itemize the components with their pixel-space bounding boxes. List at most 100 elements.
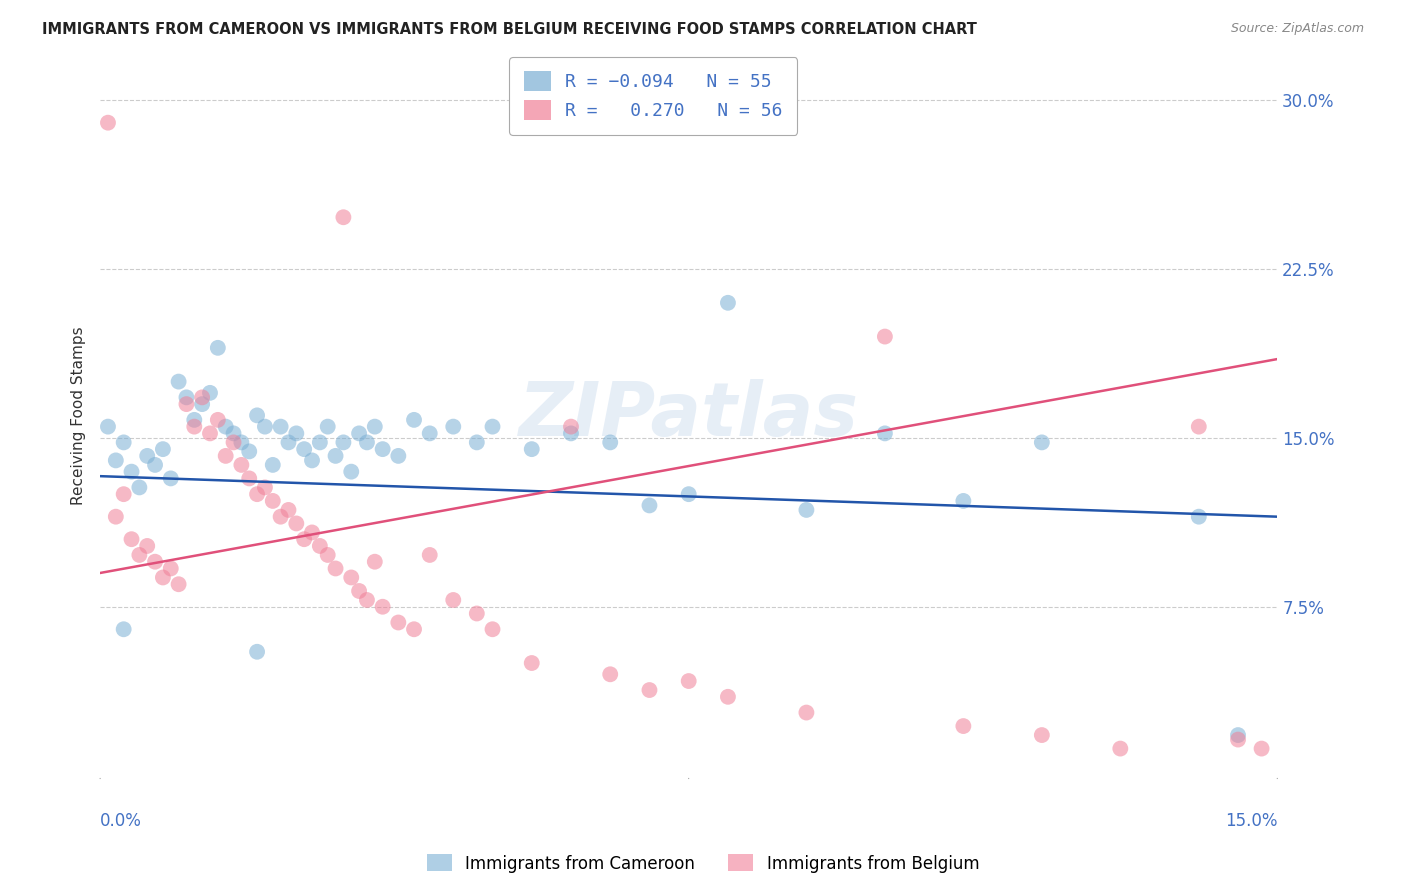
Point	[481, 419, 503, 434]
Point	[796, 706, 818, 720]
Point	[152, 442, 174, 457]
Point	[873, 329, 896, 343]
Point	[1227, 728, 1250, 742]
Point	[1031, 728, 1053, 742]
Point	[952, 494, 974, 508]
Point	[222, 426, 245, 441]
Point	[301, 453, 323, 467]
Point	[952, 719, 974, 733]
Point	[560, 419, 582, 434]
Point	[270, 419, 292, 434]
Point	[520, 656, 543, 670]
Point	[231, 435, 253, 450]
Point	[104, 453, 127, 467]
Point	[198, 385, 221, 400]
Point	[292, 442, 315, 457]
Point	[356, 593, 378, 607]
Point	[238, 444, 260, 458]
Point	[364, 555, 387, 569]
Point	[1109, 741, 1132, 756]
Point	[143, 555, 166, 569]
Point	[253, 480, 276, 494]
Point	[308, 539, 330, 553]
Point	[207, 341, 229, 355]
Point	[231, 458, 253, 472]
Point	[97, 116, 120, 130]
Point	[520, 442, 543, 457]
Point	[347, 584, 370, 599]
Point	[1250, 741, 1272, 756]
Y-axis label: Receiving Food Stamps: Receiving Food Stamps	[72, 326, 86, 505]
Point	[402, 622, 425, 636]
Point	[159, 561, 181, 575]
Point	[441, 419, 464, 434]
Point	[371, 599, 394, 614]
Point	[104, 509, 127, 524]
Point	[796, 503, 818, 517]
Point	[340, 465, 363, 479]
Point	[332, 435, 354, 450]
Point	[176, 390, 198, 404]
Point	[191, 390, 214, 404]
Point	[316, 419, 339, 434]
Point	[143, 458, 166, 472]
Point	[159, 471, 181, 485]
Point	[481, 622, 503, 636]
Text: 0.0%: 0.0%	[100, 812, 142, 830]
Point	[419, 548, 441, 562]
Point	[678, 487, 700, 501]
Point	[112, 435, 135, 450]
Point	[277, 435, 299, 450]
Point	[316, 548, 339, 562]
Point	[325, 561, 347, 575]
Legend: Immigrants from Cameroon, Immigrants from Belgium: Immigrants from Cameroon, Immigrants fro…	[420, 847, 986, 880]
Point	[246, 645, 269, 659]
Point	[167, 375, 190, 389]
Text: Source: ZipAtlas.com: Source: ZipAtlas.com	[1230, 22, 1364, 36]
Point	[136, 539, 159, 553]
Point	[1188, 509, 1211, 524]
Point	[121, 465, 143, 479]
Point	[402, 413, 425, 427]
Point	[97, 419, 120, 434]
Point	[560, 426, 582, 441]
Point	[167, 577, 190, 591]
Point	[198, 426, 221, 441]
Point	[183, 419, 205, 434]
Text: IMMIGRANTS FROM CAMEROON VS IMMIGRANTS FROM BELGIUM RECEIVING FOOD STAMPS CORREL: IMMIGRANTS FROM CAMEROON VS IMMIGRANTS F…	[42, 22, 977, 37]
Point	[215, 449, 238, 463]
Point	[121, 532, 143, 546]
Point	[112, 622, 135, 636]
Point	[1188, 419, 1211, 434]
Legend: R = −0.094   N = 55, R =   0.270   N = 56: R = −0.094 N = 55, R = 0.270 N = 56	[509, 57, 797, 135]
Point	[285, 516, 308, 531]
Point	[356, 435, 378, 450]
Point	[128, 548, 150, 562]
Point	[638, 499, 661, 513]
Point	[215, 419, 238, 434]
Point	[246, 487, 269, 501]
Point	[285, 426, 308, 441]
Point	[191, 397, 214, 411]
Point	[465, 607, 488, 621]
Point	[176, 397, 198, 411]
Point	[292, 532, 315, 546]
Point	[441, 593, 464, 607]
Point	[152, 570, 174, 584]
Point	[207, 413, 229, 427]
Point	[678, 673, 700, 688]
Point	[717, 295, 740, 310]
Point	[465, 435, 488, 450]
Point	[599, 435, 621, 450]
Point	[332, 211, 354, 225]
Point	[599, 667, 621, 681]
Point	[301, 525, 323, 540]
Point	[308, 435, 330, 450]
Point	[371, 442, 394, 457]
Point	[262, 458, 284, 472]
Point	[183, 413, 205, 427]
Point	[873, 426, 896, 441]
Point	[364, 419, 387, 434]
Point	[222, 435, 245, 450]
Point	[325, 449, 347, 463]
